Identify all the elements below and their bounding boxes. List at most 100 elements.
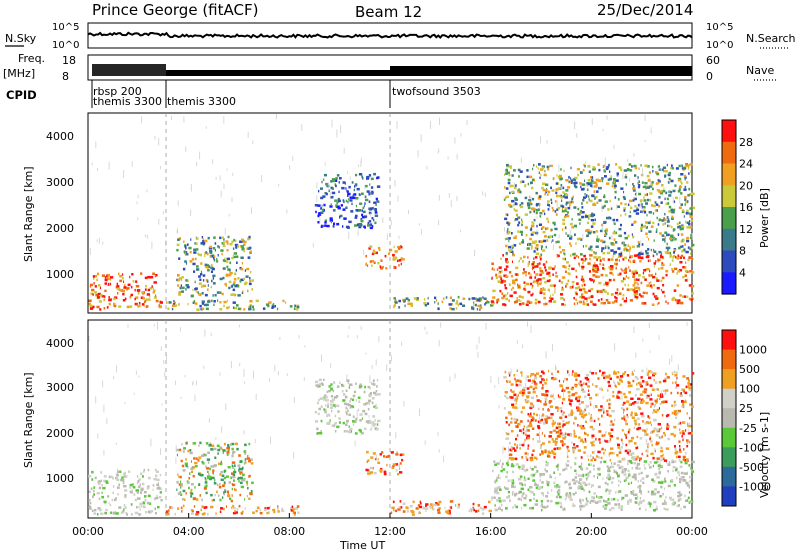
scatter-cell-1-7-534: [653, 427, 657, 430]
scatter-cell-0-0-128: [117, 292, 119, 295]
scatter-cell-1-7-755: [656, 457, 660, 460]
scatter-cell-1-5-39: [447, 509, 449, 512]
scatter-cell-1-0-121: [153, 497, 156, 501]
scatter-cell-1-0-96: [109, 503, 112, 507]
scatter-cell-1-3-139: [354, 432, 358, 435]
scatter-cell-1-6-136: [639, 488, 641, 491]
scatter-cell-1-2-54: [208, 472, 210, 476]
scatter-cell-1-7-853: [536, 457, 538, 461]
scatter-cell-0-6-351: [583, 290, 587, 294]
scatter-cell-1-1-53: [200, 508, 202, 512]
scatter-cell-1-7-505: [508, 413, 511, 416]
scatter-cell-1-7-340: [551, 422, 555, 425]
scatter-cell-1-6-194: [585, 497, 588, 500]
scatter-cell-0-7-788: [651, 165, 654, 169]
scatter-cell-0-7-90: [549, 164, 551, 168]
scatter-cell-0-6-24: [548, 300, 552, 303]
scatter-cell-1-0-77: [118, 506, 122, 509]
scatter-cell-0-1-1: [167, 307, 170, 310]
scatter-cell-1-6-445: [638, 484, 642, 488]
scatter-cell-0-1-8: [206, 303, 209, 307]
noise-1-4: [106, 418, 108, 425]
noise-0-103: [584, 161, 586, 164]
scatter-cell-0-6-462: [651, 286, 653, 289]
scatter-cell-1-7-809: [658, 407, 660, 410]
scatter-cell-0-3-124: [374, 211, 378, 214]
scatter-cell-0-7-610: [593, 231, 596, 234]
scatter-cell-1-6-394: [656, 476, 660, 479]
scatter-cell-0-7-396: [559, 178, 562, 181]
scatter-cell-1-7-552: [557, 406, 560, 410]
scatter-cell-1-5-70: [393, 508, 395, 511]
scatter-cell-1-4-27: [399, 471, 403, 474]
scatter-cell-1-7-459: [558, 395, 561, 399]
scatter-cell-1-7-583: [663, 389, 665, 393]
scatter-cell-1-7-217: [529, 406, 533, 410]
scatter-cell-0-2-82: [233, 252, 238, 255]
scatter-cell-1-6-489: [660, 481, 664, 485]
scatter-cell-1-7-723: [684, 391, 688, 395]
scatter-cell-0-3-141: [373, 208, 377, 211]
scatter-cell-0-6-415: [610, 267, 614, 270]
scatter-cell-1-7-222: [505, 431, 508, 435]
beam-title: Beam 12: [355, 3, 422, 21]
scatter-cell-0-4-40: [373, 250, 377, 254]
scatter-cell-0-7-799: [672, 189, 676, 193]
scatter-cell-0-2-3: [225, 240, 229, 243]
scatter-cell-0-6-443: [496, 299, 498, 302]
scatter-cell-1-6-522: [677, 491, 681, 494]
scatter-cell-1-0-94: [112, 511, 116, 515]
scatter-cell-0-2-211: [195, 287, 198, 290]
scatter-cell-1-6-240: [497, 476, 500, 479]
scatter-cell-1-2-173: [232, 450, 236, 454]
scatter-cell-1-7-857: [519, 429, 522, 432]
scatter-cell-0-0-143: [96, 278, 98, 282]
scatter-cell-1-7-679: [540, 370, 544, 373]
scatter-cell-1-6-335: [611, 462, 613, 465]
scatter-cell-1-7-46: [539, 381, 543, 384]
scatter-cell-1-0-73: [123, 473, 126, 476]
scatter-cell-1-3-83: [352, 394, 356, 398]
scatter-cell-1-3-121: [373, 391, 376, 395]
scatter-cell-0-2-138: [243, 243, 246, 247]
scatter-cell-0-7-257: [629, 210, 631, 214]
scatter-cell-0-2-224: [235, 246, 238, 249]
scatter-cell-0-5-41: [435, 299, 438, 302]
noise-1-49: [539, 414, 540, 421]
scatter-cell-0-7-590: [522, 239, 524, 242]
scatter-cell-1-0-14: [143, 468, 146, 472]
scatter-cell-0-7-528: [614, 190, 617, 194]
noise-1-20: [371, 364, 373, 370]
scatter-cell-1-0-163: [124, 495, 127, 499]
scatter-cell-0-7-522: [632, 235, 635, 239]
scatter-cell-0-7-11: [677, 225, 681, 229]
scatter-cell-1-3-34: [318, 407, 322, 411]
scatter-cell-1-7-529: [541, 393, 544, 396]
scatter-cell-0-7-867: [527, 206, 531, 210]
scatter-cell-0-3-154: [366, 190, 370, 193]
scatter-cell-1-7-9: [655, 442, 659, 446]
noise-1-71: [103, 404, 105, 413]
scatter-cell-1-1-29: [225, 505, 227, 508]
scatter-cell-1-7-722: [631, 436, 634, 440]
scatter-cell-0-6-536: [647, 259, 650, 263]
scatter-cell-1-7-338: [505, 416, 508, 420]
scatter-cell-1-6-200: [631, 475, 636, 479]
scatter-cell-0-7-675: [678, 185, 682, 189]
scatter-cell-1-2-82: [221, 474, 225, 477]
scatter-cell-0-7-382: [594, 218, 596, 222]
scatter-cell-1-2-26: [194, 461, 198, 465]
scatter-cell-0-7-847: [563, 215, 567, 219]
scatter-cell-0-7-150: [543, 212, 546, 216]
scatter-cell-1-7-537: [555, 426, 559, 430]
scatter-cell-0-7-56: [665, 246, 668, 250]
scatter-cell-0-2-157: [195, 290, 197, 293]
scatter-cell-1-7-745: [653, 418, 657, 422]
scatter-cell-1-6-425: [513, 485, 516, 489]
scatter-cell-1-2-174: [203, 487, 207, 490]
noise-1-32: [219, 372, 221, 376]
scatter-cell-1-2-157: [206, 458, 211, 461]
scatter-cell-0-2-139: [177, 278, 180, 282]
scatter-cell-0-1-67: [255, 299, 259, 303]
scatter-cell-0-2-116: [235, 284, 239, 287]
